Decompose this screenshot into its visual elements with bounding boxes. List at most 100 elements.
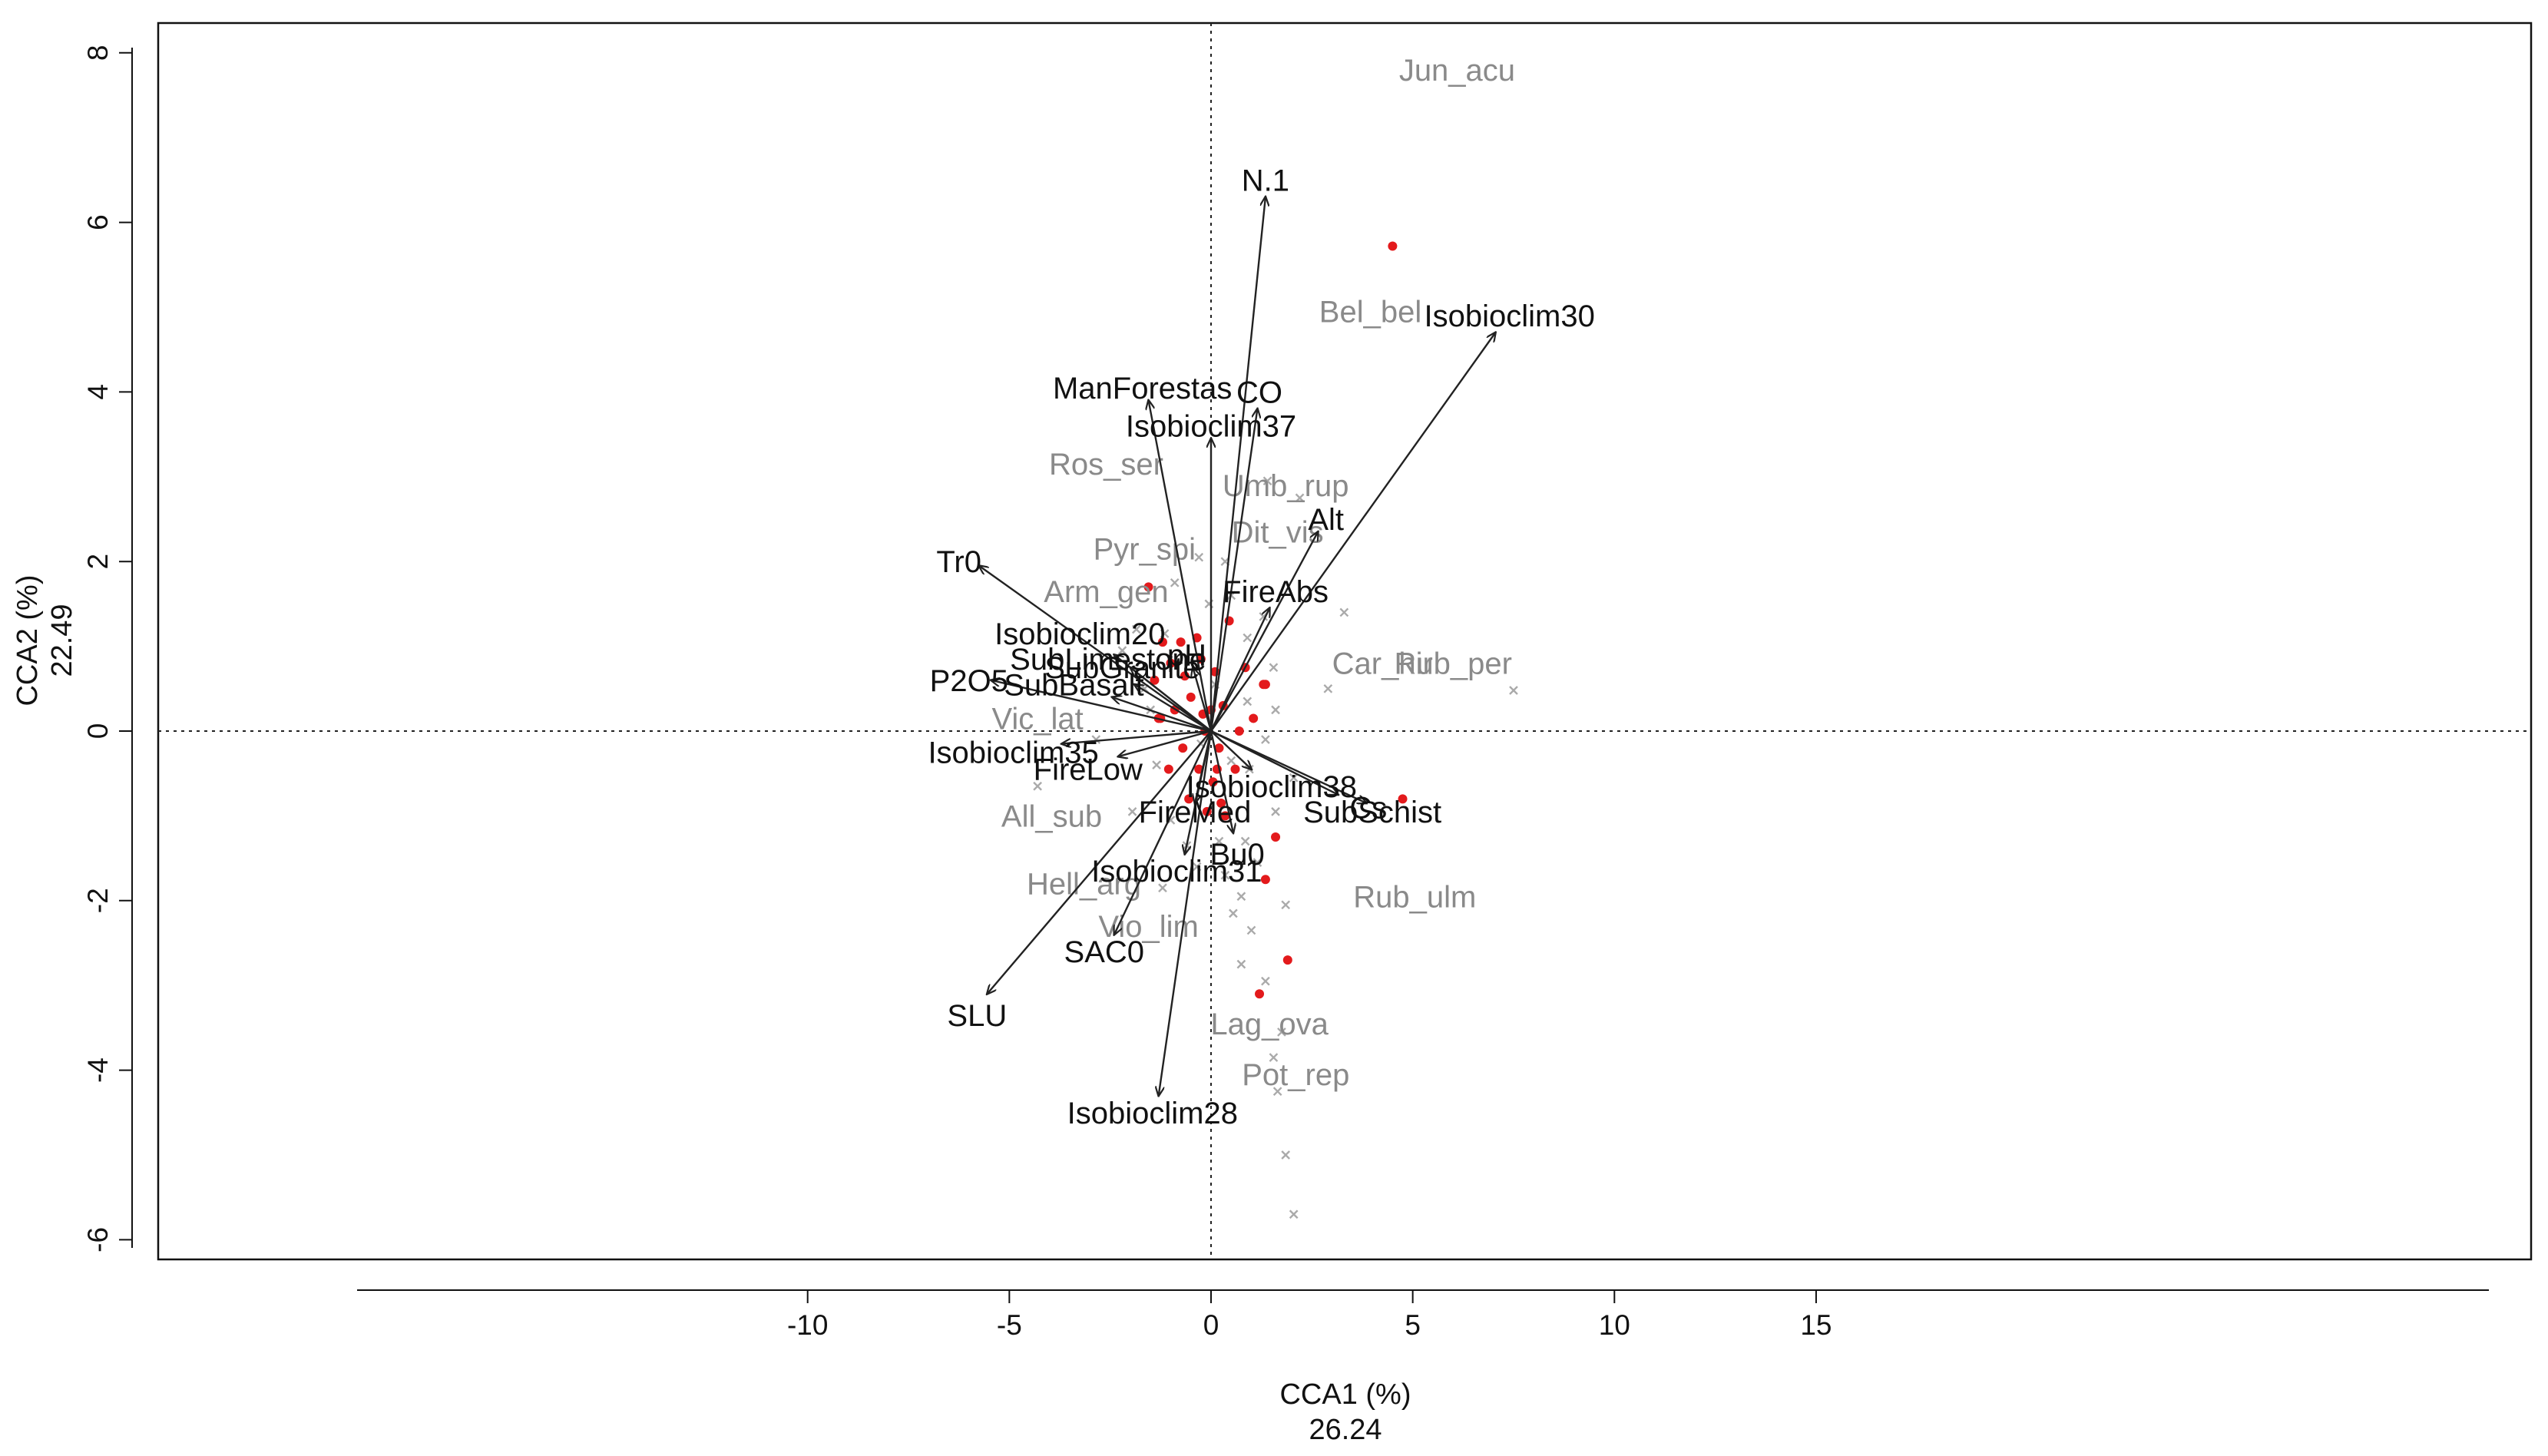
site-point <box>1184 794 1194 804</box>
species-point <box>1091 735 1101 744</box>
variable-arrows <box>979 197 1495 1095</box>
arrow-manforestas <box>1149 400 1213 732</box>
species-point-stroke <box>1323 683 1333 693</box>
species-label: Pot_rep <box>1242 1058 1349 1092</box>
species-point-stroke <box>1243 633 1252 643</box>
species-point-stroke <box>1246 925 1256 935</box>
species-point <box>1170 577 1180 587</box>
arrow-label: Isobioclim38 <box>1186 770 1357 804</box>
species-point <box>1033 781 1042 791</box>
species-point <box>1220 870 1230 880</box>
site-point <box>1220 811 1230 821</box>
arrow-isobioclim28 <box>1159 730 1213 1096</box>
species-point <box>1236 959 1246 969</box>
species-point-stroke <box>1252 858 1262 867</box>
species-point <box>1226 756 1236 766</box>
species-point-stroke <box>1262 476 1272 486</box>
arrow-subbasalt <box>1112 697 1212 733</box>
y-tick-label: 6 <box>82 214 114 230</box>
species-point <box>1271 705 1280 715</box>
species-point-stroke <box>1236 959 1246 969</box>
species-point-stroke <box>1289 1209 1299 1219</box>
species-point-stroke <box>1271 807 1280 816</box>
arrow-fireabs <box>1209 608 1269 732</box>
species-label: Car_hir <box>1332 647 1433 681</box>
species-point <box>1281 1150 1291 1160</box>
arrow-label: Isobioclim20 <box>994 617 1165 651</box>
x-tick-label: 5 <box>1405 1309 1421 1341</box>
y-tick-label: 4 <box>82 384 114 400</box>
x-axis-percent: 26.24 <box>1309 1414 1382 1446</box>
species-label: Rub_per <box>1394 647 1511 681</box>
plot-frame <box>157 22 2533 1261</box>
arrow-label: Cs <box>1349 791 1387 825</box>
arrow-label: Isobioclim31 <box>1091 855 1262 888</box>
arrow-label: Isobioclim30 <box>1425 299 1595 333</box>
arrow-label: Isobioclim37 <box>1126 410 1296 444</box>
species-point-stroke <box>1281 1150 1291 1160</box>
species-point-stroke <box>1152 760 1161 770</box>
site-point <box>1271 832 1281 842</box>
site-point <box>1186 692 1196 702</box>
species-point <box>1252 858 1262 867</box>
arrow-isobioclim38 <box>1210 730 1252 769</box>
arrow-label: P2O5 <box>930 664 1008 698</box>
arrow-n-1 <box>1209 197 1266 732</box>
arrow-label: FireLow <box>1034 753 1143 787</box>
site-point <box>1230 764 1240 774</box>
species-labels: Jun_acu Bel_bel Ros_ser Umb_rup Dit_vis Pyr_s… <box>991 54 1515 1092</box>
species-point <box>1281 900 1291 910</box>
species-point <box>1214 836 1224 846</box>
species-point-stroke <box>1226 756 1236 766</box>
arrow-label: SubGranite <box>1044 651 1200 685</box>
species-point <box>1289 1209 1299 1219</box>
x-axis: -10 -5 0 5 10 15 <box>357 1289 2489 1341</box>
species-point-stroke <box>1509 686 1518 695</box>
species-point <box>1192 862 1202 872</box>
species-point <box>1262 476 1272 486</box>
arrow-label: pH <box>1167 639 1206 673</box>
arrow-label: Isobioclim28 <box>1067 1097 1238 1130</box>
arrow-label: Bu0 <box>1210 838 1265 872</box>
species-point-stroke <box>1281 900 1291 910</box>
site-point <box>1249 713 1259 723</box>
site-point <box>1214 743 1224 753</box>
arrow-label: SubSchist <box>1303 796 1441 829</box>
y-axis: -6 -4 -2 0 2 4 6 8 <box>82 45 133 1252</box>
arrow-subschist <box>1210 730 1338 795</box>
x-tick-label: 0 <box>1203 1309 1219 1341</box>
species-point-stroke <box>1269 1053 1279 1062</box>
species-label: Pyr_spi <box>1094 533 1196 567</box>
species-point-stroke <box>1192 862 1202 872</box>
arrow-label: SubBasalt <box>1004 668 1143 702</box>
species-point <box>1269 663 1279 673</box>
species-point-stroke <box>1214 836 1224 846</box>
arrow-ph <box>1193 667 1213 732</box>
species-point-stroke <box>1272 1087 1282 1097</box>
species-label: Dit_vis <box>1232 516 1324 550</box>
species-point <box>1158 883 1167 893</box>
site-point <box>1180 671 1190 681</box>
species-point <box>1277 1027 1286 1037</box>
arrow-label: SLU <box>947 999 1007 1033</box>
arrow-label: FireAbs <box>1223 575 1329 609</box>
species-point-stroke <box>1158 883 1167 893</box>
species-point-stroke <box>1131 624 1141 634</box>
species-label: Arm_gen <box>1044 575 1168 609</box>
arrow-alt <box>1209 532 1318 732</box>
species-point-stroke <box>1229 908 1238 918</box>
arrow-label: N.1 <box>1242 164 1289 197</box>
y-tick-label: 8 <box>82 45 114 61</box>
species-point-stroke <box>1160 629 1170 638</box>
site-point <box>1260 875 1270 885</box>
x-tick-label: 15 <box>1800 1309 1832 1341</box>
species-point <box>1261 735 1270 744</box>
species-label: Lag_ova <box>1210 1008 1329 1041</box>
species-point-stroke <box>1220 870 1230 880</box>
species-label: Umb_rup <box>1223 469 1349 503</box>
site-point <box>1178 743 1188 753</box>
arrow-label: SubLimestone <box>1010 643 1206 677</box>
site-point <box>1163 764 1173 774</box>
